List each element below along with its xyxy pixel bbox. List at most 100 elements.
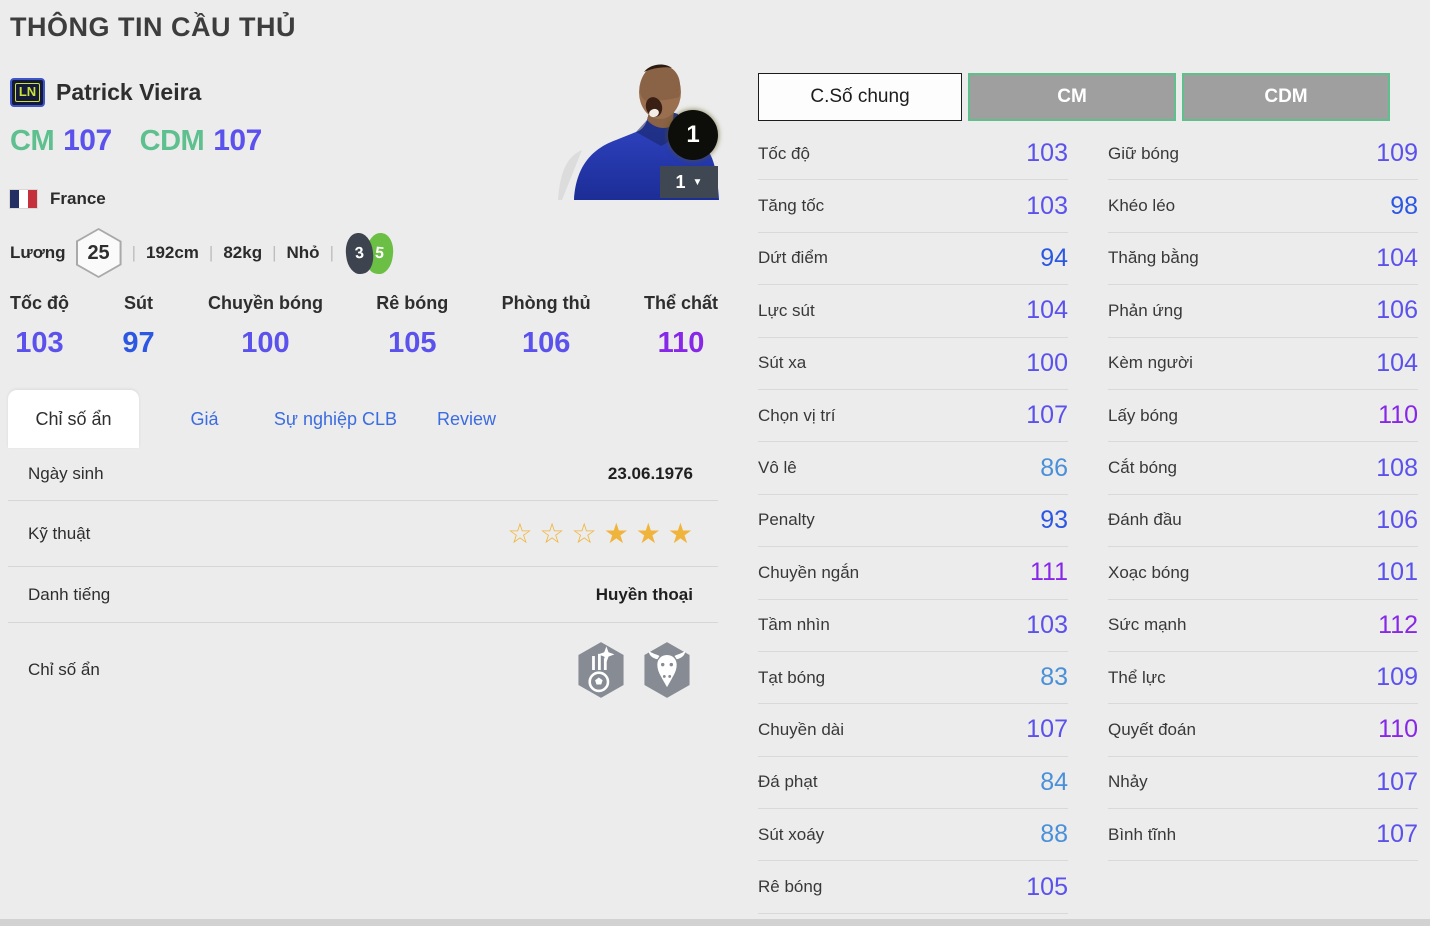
stat-label: Xoạc bóng xyxy=(1108,562,1190,582)
stat-row: Phản ứng 106 xyxy=(1108,285,1418,338)
summary-stat-value: 110 xyxy=(657,327,705,359)
stat-row: Rê bóng 105 xyxy=(758,861,1068,914)
stat-label: Tạt bóng xyxy=(758,667,826,687)
stat-value: 110 xyxy=(1378,715,1418,744)
stat-label: Sút xa xyxy=(758,353,807,373)
summary-stat-2: Chuyền bóng 100 xyxy=(208,293,323,360)
stat-value: 112 xyxy=(1378,610,1418,639)
stat-row: Vô lê 86 xyxy=(758,442,1068,495)
player-name: Patrick Vieira xyxy=(56,79,202,105)
stat-value: 105 xyxy=(1026,872,1068,901)
stat-row: Thăng bằng 104 xyxy=(1108,233,1418,286)
upgrade-level-badge: 1 xyxy=(668,110,718,160)
nation-name: France xyxy=(50,189,106,208)
stat-value: 110 xyxy=(1378,401,1418,430)
stat-value: 107 xyxy=(1026,401,1068,430)
buffalo-icon[interactable] xyxy=(641,641,693,699)
stat-panel-tab-cdm[interactable]: CDM xyxy=(1182,73,1390,121)
stat-label: Chuyền dài xyxy=(758,719,845,739)
info-row-birthdate: Ngày sinh 23.06.1976 xyxy=(8,448,718,501)
stat-row: Đá phạt 84 xyxy=(758,757,1068,810)
stat-row: Thể lực 109 xyxy=(1108,652,1418,705)
stat-label: Bình tĩnh xyxy=(1108,824,1177,844)
summary-stats: Tốc độ 103 Sút 97 Chuyền bóng 100 Rê bóng 105 Ph… xyxy=(10,293,718,360)
stat-label: Đánh đầu xyxy=(1108,510,1182,530)
summary-stat-value: 100 xyxy=(241,327,290,359)
stat-row: Quyết đoán 110 xyxy=(1108,704,1418,757)
stat-row: Bình tĩnh 107 xyxy=(1108,809,1418,862)
level-dropdown[interactable]: 1 ▼ xyxy=(660,166,718,198)
summary-stat-label: Chuyền bóng xyxy=(207,293,323,313)
stat-label: Sút xoáy xyxy=(758,824,825,844)
level-dropdown-value: 1 xyxy=(675,171,686,192)
position-cdm-value: 107 xyxy=(213,124,262,157)
stat-value: 93 xyxy=(1040,505,1068,534)
stat-value: 103 xyxy=(1026,610,1068,639)
stat-label: Vô lê xyxy=(758,458,797,478)
hidden-traits-label: Chỉ số ẩn xyxy=(28,660,100,679)
stat-column-left: Tốc độ 103 Tăng tốc 103 Dứt điểm 94 Lực sút 104… xyxy=(758,128,1068,914)
stat-row: Lấy bóng 110 xyxy=(1108,390,1418,443)
stat-value: 98 xyxy=(1390,191,1418,220)
info-row-hidden-traits: Chỉ số ẩn xyxy=(8,623,718,717)
hidden-info-table: Ngày sinh 23.06.1976 Kỹ thuật ☆☆☆★★★ Dan… xyxy=(8,448,718,717)
summary-stat-label: Sút xyxy=(123,293,153,313)
season-ln-icon: LN xyxy=(10,78,45,107)
tab-0[interactable]: Chỉ số ẩn xyxy=(8,390,139,448)
stat-value: 104 xyxy=(1026,296,1068,325)
stat-value: 108 xyxy=(1376,453,1418,482)
stat-panel-tab-cm[interactable]: CM xyxy=(968,73,1176,121)
separator: | xyxy=(272,243,277,262)
stat-row: Tạt bóng 83 xyxy=(758,652,1068,705)
stat-label: Sức mạnh xyxy=(1108,615,1187,635)
position-cm-label: CM xyxy=(10,125,55,157)
stat-label: Giữ bóng xyxy=(1108,143,1179,163)
stat-value: 107 xyxy=(1376,767,1418,796)
stat-label: Rê bóng xyxy=(758,877,823,897)
player-height: 192cm xyxy=(145,243,199,262)
stat-value: 94 xyxy=(1040,243,1068,272)
stat-row: Chọn vị trí 107 xyxy=(758,390,1068,443)
stat-value: 107 xyxy=(1026,715,1068,744)
salary-label: Lương xyxy=(10,243,66,262)
stat-value: 106 xyxy=(1376,505,1418,534)
stat-value: 101 xyxy=(1376,558,1418,587)
stat-row: Sức mạnh 112 xyxy=(1108,600,1418,652)
stat-label: Tầm nhìn xyxy=(758,615,830,635)
comet-ball-icon[interactable] xyxy=(575,641,627,699)
stat-row: Chuyền ngắn 111 xyxy=(758,547,1068,600)
stat-label: Tốc độ xyxy=(758,143,810,163)
separator: | xyxy=(131,243,136,262)
stat-value: 103 xyxy=(1026,191,1068,220)
stat-value: 104 xyxy=(1376,243,1418,272)
stat-panel-tab-c-s-chung[interactable]: C.Số chung xyxy=(758,73,962,121)
nation-row: France xyxy=(10,189,106,209)
player-weight: 82kg xyxy=(223,243,263,262)
stat-row: Cắt bóng 108 xyxy=(1108,442,1418,495)
stat-value: 109 xyxy=(1376,139,1418,168)
stat-row: Chuyền dài 107 xyxy=(758,704,1068,757)
stat-value: 103 xyxy=(1026,139,1068,168)
stat-value: 86 xyxy=(1040,453,1068,482)
bottom-edge xyxy=(0,919,1430,926)
tab-2[interactable]: Sự nghiệp CLB xyxy=(273,408,398,429)
tab-3[interactable]: Review xyxy=(436,408,497,429)
summary-stat-label: Rê bóng xyxy=(376,293,449,313)
stat-label: Thăng bằng xyxy=(1108,248,1199,268)
summary-stat-5: Thể chất 110 xyxy=(644,293,718,360)
summary-stat-value: 106 xyxy=(521,327,571,359)
stat-row: Xoạc bóng 101 xyxy=(1108,547,1418,600)
position-cm: CM 107 xyxy=(10,124,112,158)
position-ratings: CM 107 CDM 107 xyxy=(10,124,262,158)
summary-stat-0: Tốc độ 103 xyxy=(10,293,69,360)
tab-1[interactable]: Giá xyxy=(190,408,219,429)
info-row-skill: Kỹ thuật ☆☆☆★★★ xyxy=(8,501,718,567)
stat-value: 100 xyxy=(1026,348,1068,377)
skill-label: Kỹ thuật xyxy=(28,523,91,543)
separator: | xyxy=(208,243,214,262)
stat-label: Khéo léo xyxy=(1108,196,1176,216)
summary-stat-4: Phòng thủ 106 xyxy=(502,293,591,360)
birthdate-label: Ngày sinh xyxy=(28,464,104,483)
player-header: LN Patrick Vieira xyxy=(10,78,201,107)
